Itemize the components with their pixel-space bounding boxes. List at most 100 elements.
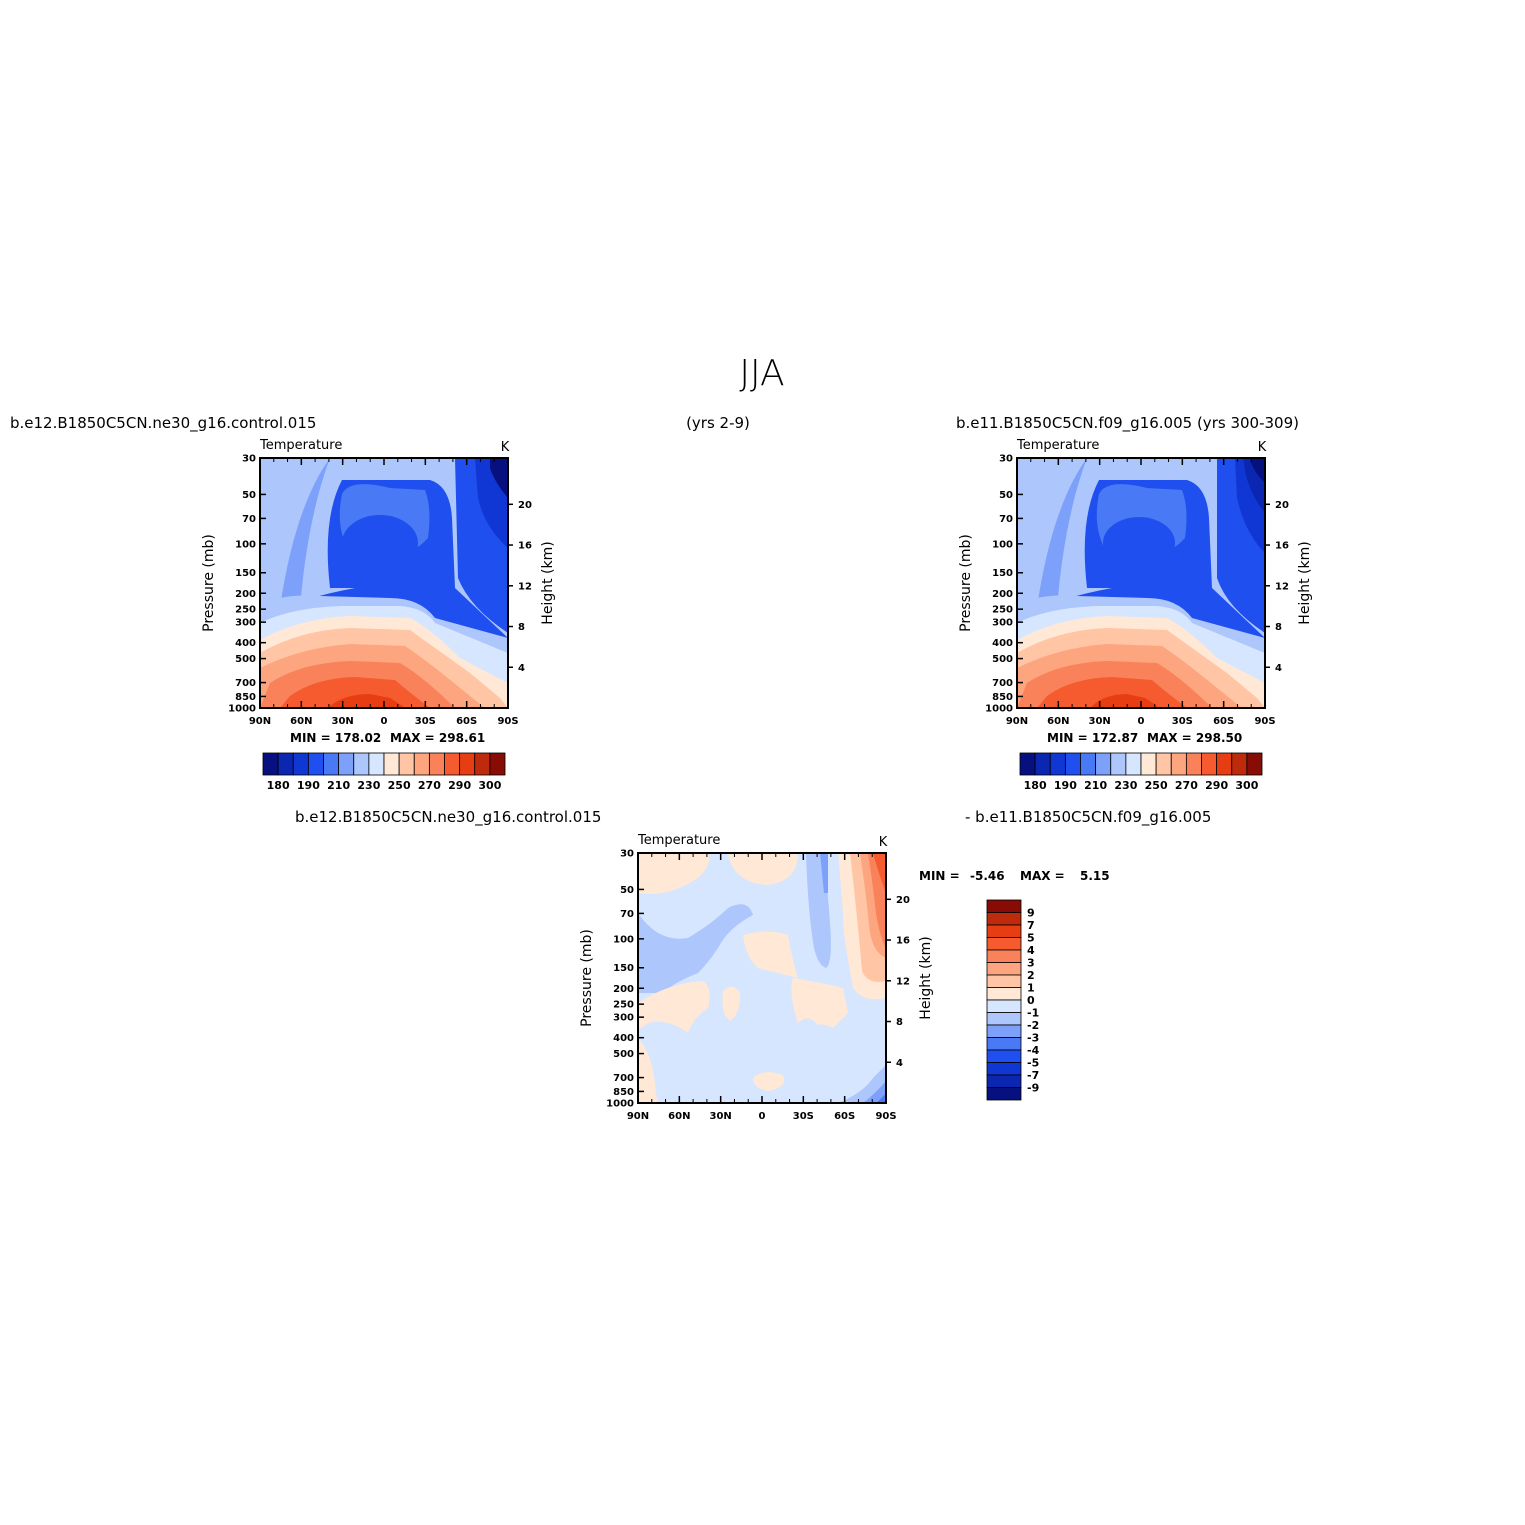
x-tick-label: 90N bbox=[249, 716, 271, 727]
colorbar-label: 7 bbox=[1027, 919, 1035, 932]
y-tick-label: 150 bbox=[613, 963, 634, 974]
colorbar-label: 1 bbox=[1027, 982, 1035, 995]
colorbar-label: 9 bbox=[1027, 907, 1035, 920]
colorbar-label: -4 bbox=[1027, 1044, 1040, 1057]
y-tick-label: 400 bbox=[613, 1033, 634, 1044]
colorbar-label: 300 bbox=[478, 779, 501, 792]
colorbar-label: -1 bbox=[1027, 1007, 1039, 1020]
colorbar-swatch bbox=[1246, 752, 1263, 776]
y-tick-label: 1000 bbox=[228, 704, 256, 715]
y2-tick-label: 12 bbox=[896, 976, 910, 987]
y2-tick-label: 20 bbox=[896, 895, 910, 906]
y-tick-label: 500 bbox=[235, 654, 256, 665]
colorbar-label: 290 bbox=[448, 779, 471, 792]
colorbar-label: 3 bbox=[1027, 957, 1035, 970]
colorbar-swatch bbox=[307, 752, 324, 776]
colorbar-swatch bbox=[986, 937, 1022, 951]
colorbar-swatch bbox=[986, 962, 1022, 976]
colorbar-label: 230 bbox=[357, 779, 380, 792]
x-tick-label: 90N bbox=[627, 1111, 649, 1122]
y-tick-label: 700 bbox=[613, 1073, 634, 1084]
y-tick-label: 200 bbox=[613, 984, 634, 995]
min-label: MIN = 178.02 bbox=[290, 731, 381, 745]
y2-tick-label: 20 bbox=[518, 500, 532, 511]
max-value: 5.15 bbox=[1080, 869, 1110, 883]
max-label: MAX = 298.50 bbox=[1147, 731, 1242, 745]
colorbar-swatch bbox=[1019, 752, 1036, 776]
difference-field bbox=[638, 853, 886, 1103]
colorbar-swatch bbox=[1216, 752, 1233, 776]
x-tick-label: 90S bbox=[875, 1111, 896, 1122]
panel-units: K bbox=[879, 835, 888, 850]
min-label: MIN = 172.87 bbox=[1047, 731, 1138, 745]
y-tick-label: 850 bbox=[235, 692, 256, 703]
colorbar-swatch bbox=[338, 752, 355, 776]
colorbar-swatch bbox=[1064, 752, 1081, 776]
x-tick-label: 0 bbox=[381, 716, 388, 727]
colorbar-swatch bbox=[986, 1012, 1022, 1026]
panel-title: Temperature bbox=[259, 438, 342, 453]
colorbar-label: 250 bbox=[388, 779, 411, 792]
y2-axis-label: Height (km) bbox=[1297, 541, 1313, 624]
colorbar-label: -2 bbox=[1027, 1019, 1039, 1032]
y-tick-label: 300 bbox=[235, 618, 256, 629]
y-tick-label: 200 bbox=[992, 589, 1013, 600]
y-tick-label: 1000 bbox=[606, 1099, 634, 1110]
y-tick-label: 100 bbox=[613, 934, 634, 945]
colorbar-swatch bbox=[1231, 752, 1248, 776]
y2-tick-label: 8 bbox=[1275, 622, 1282, 633]
min-value: -5.46 bbox=[970, 869, 1005, 883]
colorbar-swatch bbox=[986, 1062, 1022, 1076]
y-tick-label: 1000 bbox=[985, 704, 1013, 715]
colorbar-swatch bbox=[1095, 752, 1112, 776]
y2-tick-label: 4 bbox=[896, 1058, 903, 1069]
y2-tick-label: 12 bbox=[1275, 581, 1289, 592]
y2-tick-label: 12 bbox=[518, 581, 532, 592]
x-tick-label: 30S bbox=[793, 1111, 814, 1122]
y-tick-label: 300 bbox=[613, 1013, 634, 1024]
colorbar-swatch bbox=[1049, 752, 1066, 776]
y-tick-label: 50 bbox=[242, 490, 256, 501]
y2-tick-label: 4 bbox=[518, 663, 525, 674]
y-tick-label: 250 bbox=[992, 605, 1013, 616]
panel-title: Temperature bbox=[637, 833, 720, 848]
y-tick-label: 50 bbox=[999, 490, 1013, 501]
colorbar-swatch bbox=[986, 1087, 1022, 1101]
y-axis-label: Pressure (mb) bbox=[958, 534, 974, 632]
panel-units: K bbox=[501, 440, 510, 455]
colorbar-swatch bbox=[1155, 752, 1172, 776]
y-tick-label: 250 bbox=[613, 1000, 634, 1011]
colorbar-label: 2 bbox=[1027, 969, 1035, 982]
y-tick-label: 150 bbox=[235, 568, 256, 579]
colorbar-label: -7 bbox=[1027, 1069, 1039, 1082]
colorbar-label: 5 bbox=[1027, 932, 1035, 945]
colorbar-swatch bbox=[986, 987, 1022, 1001]
colorbar: 180 190 210 230 250 270 290 300 bbox=[262, 752, 506, 792]
colorbar-swatch bbox=[986, 974, 1022, 988]
y2-tick-label: 8 bbox=[896, 1017, 903, 1028]
x-tick-label: 30S bbox=[415, 716, 436, 727]
header-right-case: b.e11.B1850C5CN.f09_g16.005 (yrs 300-309… bbox=[956, 414, 1299, 433]
panel-ccsm: Temperature K Pressure (mb) Height (km) … bbox=[958, 438, 1313, 792]
colorbar: 180 190 210 230 250 270 290 300 bbox=[1019, 752, 1263, 792]
y2-tick-label: 16 bbox=[1275, 541, 1289, 552]
colorbar-label: 250 bbox=[1145, 779, 1168, 792]
colorbar-swatch bbox=[323, 752, 340, 776]
panel-title: Temperature bbox=[1016, 438, 1099, 453]
colorbar-swatch bbox=[986, 924, 1022, 938]
colorbar-label: 270 bbox=[418, 779, 441, 792]
colorbar-swatch bbox=[1125, 752, 1142, 776]
colorbar-swatch bbox=[262, 752, 279, 776]
y-tick-label: 400 bbox=[235, 638, 256, 649]
colorbar-label: 4 bbox=[1027, 944, 1035, 957]
colorbar-label: 210 bbox=[1084, 779, 1107, 792]
y-tick-label: 400 bbox=[992, 638, 1013, 649]
y-tick-label: 100 bbox=[992, 539, 1013, 550]
x-tick-label: 60N bbox=[1047, 716, 1069, 727]
y-tick-label: 30 bbox=[242, 454, 256, 465]
colorbar-swatch bbox=[1140, 752, 1157, 776]
y2-tick-label: 4 bbox=[1275, 663, 1282, 674]
colorbar-label: 270 bbox=[1175, 779, 1198, 792]
